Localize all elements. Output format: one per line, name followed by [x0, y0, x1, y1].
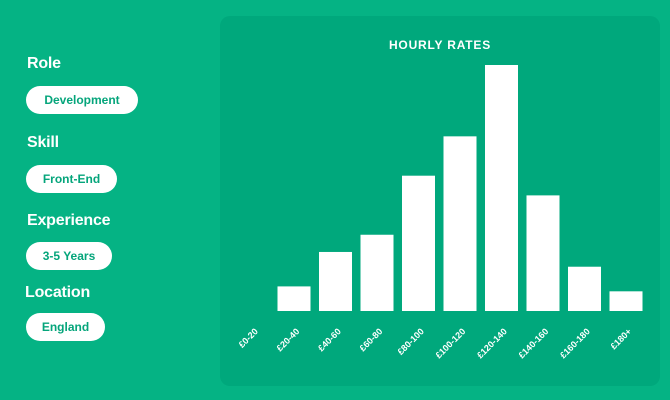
hourly-rates-bar-chart: £0-20 £20-40 £40-60 £60-80 £80-100 £100-120 £1… — [237, 65, 643, 360]
x-tick-label-6: £120-140 — [475, 326, 509, 360]
x-tick-label-0: £0-20 — [237, 326, 260, 349]
experience-label: Experience — [27, 212, 111, 229]
bar-9 — [609, 291, 643, 311]
skill-pill[interactable]: Front-End — [26, 165, 117, 193]
bar-1 — [277, 286, 311, 311]
experience-pill[interactable]: 3-5 Years — [26, 242, 112, 270]
x-tick-label-4: £80-100 — [395, 326, 425, 356]
bar-6 — [485, 65, 518, 311]
x-tick-label-5: £100-120 — [433, 326, 467, 360]
bar-2 — [319, 251, 352, 311]
location-pill[interactable]: England — [26, 313, 105, 341]
bar-4 — [402, 175, 435, 311]
x-tick-label-3: £60-80 — [358, 326, 385, 353]
bar-8 — [568, 266, 601, 311]
role-pill[interactable]: Development — [26, 86, 138, 114]
location-label: Location — [25, 284, 91, 301]
x-tick-label-1: £20-40 — [275, 326, 302, 353]
x-tick-label-9: £180+ — [608, 326, 633, 351]
skill-label: Skill — [27, 134, 59, 151]
x-tick-label-2: £40-60 — [316, 326, 343, 353]
x-tick-label-8: £160-180 — [558, 326, 592, 360]
role-label: Role — [27, 55, 61, 72]
bar-3 — [360, 234, 394, 311]
bar-7 — [526, 195, 560, 311]
x-tick-label-7: £140-160 — [516, 326, 550, 360]
chart-title: HOURLY RATES — [388, 38, 492, 52]
bar-5 — [443, 136, 477, 311]
chart-panel: HOURLY RATES £0-20 £20-40 £40-60 £60-80 £80-… — [220, 16, 660, 386]
